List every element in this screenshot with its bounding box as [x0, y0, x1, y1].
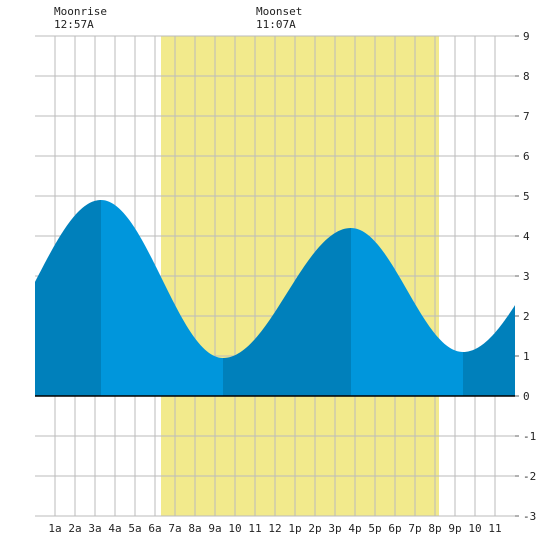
y-tick-label: 0	[523, 390, 530, 403]
x-tick-label: 3p	[328, 522, 341, 535]
y-axis: 9 8 7 6 5 4 3 2 1 0 -1 -2 -3	[515, 30, 536, 523]
x-tick-label: 11	[248, 522, 261, 535]
tide-falling-segment	[351, 228, 463, 396]
moonset-time: 11:07A	[256, 18, 296, 31]
x-tick-label: 7p	[408, 522, 421, 535]
x-tick-label: 12	[268, 522, 281, 535]
x-axis: 1a 2a 3a 4a 5a 6a 7a 8a 9a 10 11 12 1p 2p 3p 4p 5p 6p 7p 8p…	[48, 522, 501, 535]
x-tick-label: 5a	[128, 522, 141, 535]
moonset-label: Moonset	[256, 5, 303, 18]
moonrise-label: Moonrise	[54, 5, 107, 18]
x-tick-label: 10	[468, 522, 481, 535]
x-tick-label: 9a	[208, 522, 221, 535]
y-tick-label: 1	[523, 350, 530, 363]
y-tick-label: 7	[523, 110, 530, 123]
x-tick-label: 10	[228, 522, 241, 535]
x-tick-label: 6p	[388, 522, 401, 535]
tide-rising-segment	[463, 305, 515, 396]
x-tick-label: 4a	[108, 522, 121, 535]
x-tick-label: 1a	[48, 522, 61, 535]
tide-rising-segment	[223, 228, 351, 396]
x-tick-label: 8a	[188, 522, 201, 535]
x-tick-label: 5p	[368, 522, 381, 535]
x-tick-label: 7a	[168, 522, 181, 535]
y-tick-label: 3	[523, 270, 530, 283]
tide-falling-segment	[101, 200, 223, 396]
y-tick-label: 9	[523, 30, 530, 43]
y-tick-label: -3	[523, 510, 536, 523]
x-tick-label: 9p	[448, 522, 461, 535]
y-tick-label: 2	[523, 310, 530, 323]
x-tick-label: 2a	[68, 522, 81, 535]
y-tick-label: 5	[523, 190, 530, 203]
x-tick-label: 11	[488, 522, 501, 535]
y-tick-label: 8	[523, 70, 530, 83]
y-tick-label: -1	[523, 430, 536, 443]
x-tick-label: 6a	[148, 522, 161, 535]
tide-area-layer	[35, 200, 515, 396]
y-tick-label: 4	[523, 230, 530, 243]
x-tick-label: 2p	[308, 522, 321, 535]
tide-rising-segment	[35, 200, 101, 396]
moonrise-time: 12:57A	[54, 18, 94, 31]
x-tick-label: 8p	[428, 522, 441, 535]
y-tick-label: -2	[523, 470, 536, 483]
x-tick-label: 4p	[348, 522, 361, 535]
y-tick-label: 6	[523, 150, 530, 163]
x-tick-label: 3a	[88, 522, 101, 535]
x-tick-label: 1p	[288, 522, 301, 535]
